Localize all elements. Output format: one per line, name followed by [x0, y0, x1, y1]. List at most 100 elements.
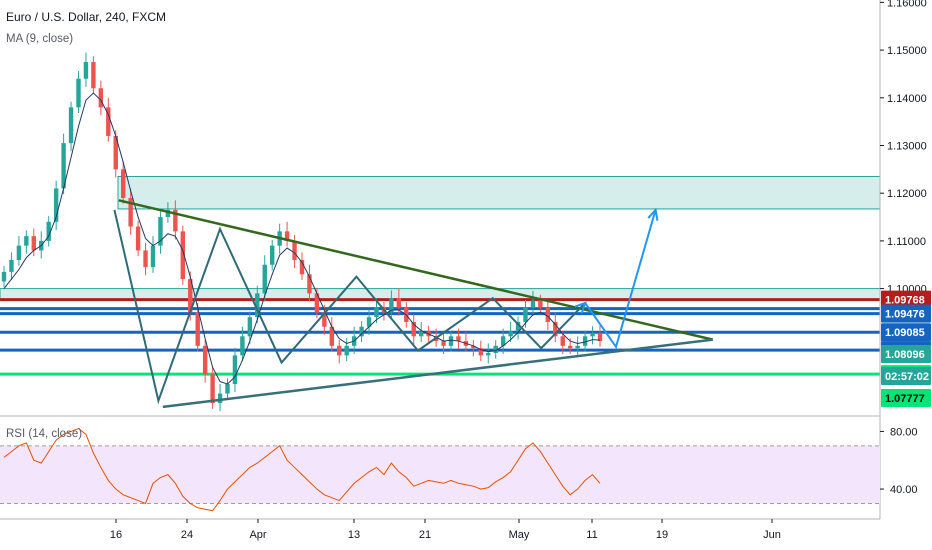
candle-body — [456, 336, 461, 342]
candle-body — [597, 333, 603, 342]
candle-body — [553, 321, 558, 337]
ma-line — [3, 92, 601, 385]
time-tick-label: 13 — [348, 529, 360, 541]
price-badge-label: 02:57:02 — [885, 371, 929, 383]
candle-body — [486, 352, 491, 356]
candle-body — [232, 355, 238, 384]
candle-body — [106, 107, 111, 136]
candle-body — [359, 326, 364, 337]
candle-body — [76, 78, 81, 108]
price-tick-label: 1.14000 — [887, 93, 927, 105]
candle-body — [307, 274, 312, 294]
rsi-line — [3, 427, 601, 512]
rsi-tick-label: 80.00 — [890, 426, 918, 438]
candle-body — [31, 236, 36, 251]
projection-arrow-head — [647, 207, 659, 221]
time-tick-label: 19 — [656, 529, 668, 541]
candle-body — [389, 298, 394, 313]
candle-body — [344, 345, 349, 356]
candle-body — [202, 345, 208, 375]
candle-body — [240, 336, 245, 356]
triangle-lower-line — [162, 338, 713, 409]
candle-body — [545, 307, 551, 322]
candle-body — [158, 217, 163, 246]
level-price-badge-label: 1.09768 — [885, 295, 925, 307]
level-price-badge — [881, 323, 931, 342]
candle-body — [366, 317, 372, 327]
candle-body — [538, 300, 543, 308]
candle-body — [121, 169, 126, 198]
candle-body — [374, 307, 379, 318]
candle-body — [575, 345, 580, 349]
candle-body — [68, 107, 74, 144]
price-tick-label: 1.13000 — [887, 140, 927, 152]
candle-body — [210, 374, 215, 404]
level-price-badge-label: 1.09085 — [885, 327, 925, 339]
candle-body — [1, 271, 7, 282]
candle-body — [195, 312, 200, 346]
time-tick-label: 16 — [110, 529, 122, 541]
candle-body — [314, 293, 320, 313]
candle-body — [113, 135, 118, 170]
candle-body — [284, 231, 290, 241]
candle-body — [91, 62, 96, 89]
time-tick-label: Jun — [763, 529, 781, 541]
candle-body — [247, 317, 253, 337]
candle-body — [441, 341, 446, 346]
candle-body — [329, 326, 334, 346]
candle-body — [143, 250, 148, 268]
time-tick-label: 11 — [586, 529, 597, 541]
candle-body — [582, 336, 588, 346]
candle-body — [9, 259, 14, 272]
candle-body — [255, 293, 260, 318]
candle-body — [16, 245, 22, 260]
ma-indicator-label[interactable]: MA (9, close) — [6, 33, 74, 45]
candle-body — [135, 226, 141, 251]
candle-body — [270, 245, 275, 265]
candle-body — [299, 259, 305, 275]
candle-body — [217, 393, 223, 404]
price-tick-label: 1.12000 — [887, 188, 927, 200]
zigzag-pattern — [113, 209, 586, 405]
candle-body — [530, 300, 536, 308]
price-axis-panel — [880, 0, 932, 550]
candle-body — [471, 345, 476, 349]
candle-body — [173, 209, 178, 232]
zigzag-arrow-head — [574, 301, 587, 314]
candle-body — [493, 345, 498, 353]
price-badge-label: 1.08096 — [885, 349, 925, 361]
candle-body — [188, 279, 193, 313]
price-badge — [881, 367, 931, 385]
candle-body — [448, 336, 454, 346]
price-badge — [881, 389, 931, 407]
candle-body — [560, 336, 565, 346]
time-tick-label: 21 — [419, 529, 431, 541]
candle-body — [568, 345, 573, 349]
candle-body — [396, 298, 402, 308]
price-tick-label: 1.15000 — [887, 45, 927, 57]
candle-body — [53, 188, 59, 222]
candle-body — [419, 331, 424, 337]
candle-body — [508, 331, 513, 337]
level-price-badge — [881, 304, 931, 323]
level-price-badge — [881, 290, 931, 309]
candle-body — [411, 321, 416, 337]
candle-body — [322, 312, 327, 327]
candle-body — [515, 321, 521, 332]
candle-body — [523, 307, 528, 322]
time-tick-label: Apr — [249, 529, 266, 541]
candle-body — [225, 383, 230, 394]
candle-body — [500, 336, 506, 346]
candle-body — [590, 333, 595, 337]
price-badge-label: 1.07777 — [885, 393, 925, 405]
candle-body — [180, 231, 185, 280]
symbol-title[interactable]: Euro / U.S. Dollar, 240, FXCM — [6, 10, 167, 24]
candle-body — [337, 345, 342, 356]
time-tick-label: 24 — [181, 529, 193, 541]
rsi-indicator-label[interactable]: RSI (14, close) — [6, 428, 83, 440]
candle-body — [83, 62, 89, 79]
candle-body — [24, 236, 29, 246]
candle-body — [262, 264, 267, 294]
price-tick-label: 1.16000 — [887, 0, 927, 9]
